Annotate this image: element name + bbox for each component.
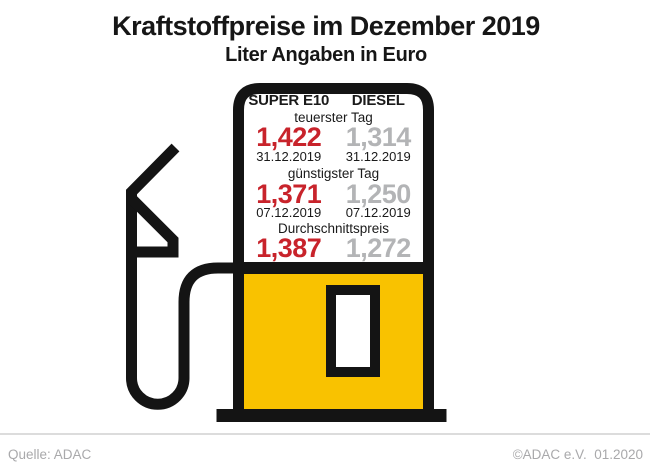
source-credit: Quelle: ADAC	[8, 446, 92, 462]
section-label-average: Durchschnittspreis	[277, 221, 390, 236]
copyright-notice: ©ADAC e.V. 01.2020	[512, 446, 643, 462]
section-label-most-expensive: teuerster Tag	[294, 110, 373, 125]
nozzle-slot	[326, 285, 380, 377]
price-row-most-expensive: 1,422 1,314	[244, 122, 423, 152]
price-super-e10-most-expensive: 1,422	[256, 121, 322, 152]
footer-divider	[0, 433, 650, 435]
column-header-diesel: DIESEL	[351, 92, 405, 109]
price-row-average: 1,387 1,272	[244, 233, 423, 263]
footer: Quelle: ADAC ©ADAC e.V. 01.2020	[0, 443, 650, 465]
date-diesel-cheapest: 07.12.2019	[345, 205, 411, 220]
price-diesel-most-expensive: 1,314	[345, 121, 412, 152]
date-super-e10-cheapest: 07.12.2019	[256, 205, 322, 220]
price-super-e10-average: 1,387	[256, 232, 322, 263]
price-row-cheapest: 1,371 1,250	[244, 179, 423, 209]
column-header-super-e10: SUPER E10	[248, 92, 330, 109]
pump-display: SUPER E10 DIESEL teuerster Tag 1,422 1,3…	[244, 92, 423, 263]
page-subtitle: Liter Angaben in Euro	[225, 44, 427, 66]
price-super-e10-cheapest: 1,371	[256, 179, 322, 209]
section-label-cheapest: günstigster Tag	[287, 166, 380, 181]
display-column-headers: SUPER E10 DIESEL	[244, 92, 423, 109]
date-row-cheapest: 07.12.2019 07.12.2019	[244, 205, 423, 220]
pump-nozzle-icon	[126, 196, 179, 258]
price-diesel-cheapest: 1,250	[345, 179, 412, 209]
page-title: Kraftstoffpreise im Dezember 2019	[112, 11, 540, 41]
date-diesel-most-expensive: 31.12.2019	[345, 148, 411, 164]
pump-base	[216, 409, 447, 422]
header: Kraftstoffpreise im Dezember 2019 Liter …	[11, 10, 641, 68]
date-row-most-expensive: 31.12.2019 31.12.2019	[244, 148, 423, 164]
date-super-e10-most-expensive: 31.12.2019	[256, 148, 322, 164]
price-diesel-average: 1,272	[345, 232, 412, 263]
pump-hose	[126, 143, 246, 410]
